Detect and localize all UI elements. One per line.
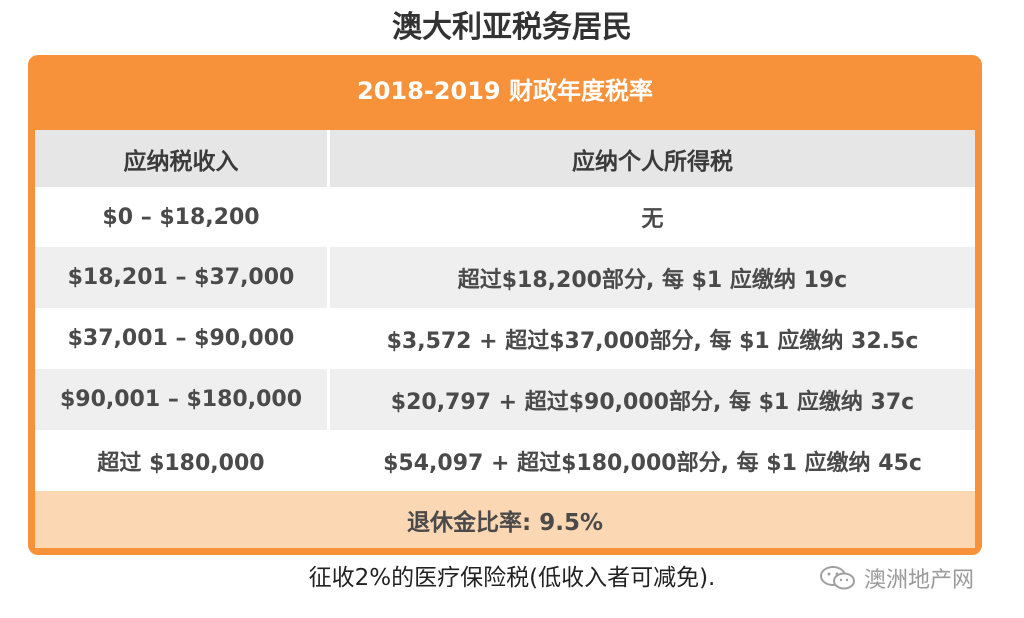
income-cell: $37,001 – $90,000 — [35, 308, 327, 369]
page-title: 澳大利亚税务居民 — [392, 10, 632, 45]
table-row: $0 – $18,200 无 — [35, 187, 975, 247]
column-header-tax: 应纳个人所得税 — [327, 130, 975, 187]
watermark: 澳洲地产网 — [818, 562, 1004, 594]
tax-rate-table: 2018-2019 财政年度税率 应纳税收入 应纳个人所得税 $0 – $18,… — [28, 55, 982, 555]
income-cell: $18,201 – $37,000 — [35, 247, 327, 308]
table-row: $18,201 – $37,000 超过$18,200部分, 每 $1 应缴纳 … — [35, 247, 975, 308]
table-row: $90,001 – $180,000 $20,797 + 超过$90,000部分… — [35, 369, 975, 430]
column-header-row: 应纳税收入 应纳个人所得税 — [35, 130, 975, 187]
table-row: $37,001 – $90,000 $3,572 + 超过$37,000部分, … — [35, 308, 975, 369]
table-header: 2018-2019 财政年度税率 — [357, 77, 653, 105]
table-body: 应纳税收入 应纳个人所得税 $0 – $18,200 无 $18,201 – $… — [35, 130, 975, 548]
wechat-icon — [820, 566, 855, 590]
tax-cell: $54,097 + 超过$180,000部分, 每 $1 应缴纳 45c — [327, 430, 975, 491]
superannuation-rate: 退休金比率: 9.5% — [35, 491, 975, 548]
watermark-text: 澳洲地产网 — [864, 568, 975, 593]
tax-cell: $20,797 + 超过$90,000部分, 每 $1 应缴纳 37c — [327, 369, 975, 430]
column-header-income: 应纳税收入 — [35, 130, 327, 187]
table-row: 超过 $180,000 $54,097 + 超过$180,000部分, 每 $1… — [35, 430, 975, 491]
tax-cell: 超过$18,200部分, 每 $1 应缴纳 19c — [327, 247, 975, 308]
income-cell: 超过 $180,000 — [35, 430, 327, 491]
tax-cell: 无 — [327, 187, 975, 247]
tax-cell: $3,572 + 超过$37,000部分, 每 $1 应缴纳 32.5c — [327, 308, 975, 369]
income-cell: $0 – $18,200 — [35, 187, 327, 247]
income-cell: $90,001 – $180,000 — [35, 369, 327, 430]
medicare-note: 征收2%的医疗保险税(低收入者可减免). — [308, 565, 716, 591]
